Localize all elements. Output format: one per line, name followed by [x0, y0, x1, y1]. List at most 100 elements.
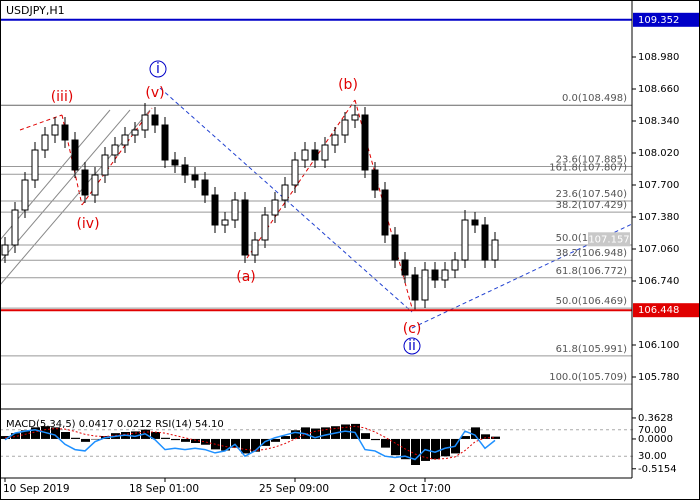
wave-label: i [156, 61, 160, 77]
wave-label: (iv) [76, 216, 99, 232]
candle-body [221, 219, 229, 226]
candle-body [371, 169, 379, 191]
macd-bar [461, 436, 470, 439]
y-tick-label: 105.780 [638, 372, 679, 383]
candle-body [441, 269, 449, 281]
macd-bar [51, 427, 60, 439]
candle-body [321, 144, 329, 161]
y-tick-label: 108.660 [638, 84, 679, 95]
candle-body [421, 269, 429, 301]
macd-bar [191, 438, 200, 443]
macd-bar [221, 438, 230, 451]
x-tick-label: 25 Sep 09:00 [259, 483, 329, 495]
signal-line [4, 425, 495, 460]
candle-body [211, 194, 219, 226]
candle-body [311, 149, 319, 161]
candle-body [131, 129, 139, 136]
indicator-tick-label: 0.3628 [638, 413, 673, 424]
candle-body [141, 114, 149, 131]
candle-body [461, 219, 469, 261]
macd-bar [91, 438, 100, 440]
fib-label: 23.6(107.885) [556, 155, 628, 166]
candle-body [11, 209, 19, 246]
candle-body [281, 184, 289, 201]
macd-bar [201, 438, 210, 445]
indicator-tick-label: -0.5154 [638, 464, 677, 475]
candle-body [61, 124, 69, 141]
macd-bar [411, 438, 420, 465]
macd-bar [471, 427, 480, 439]
y-tick-label: 107.060 [638, 244, 679, 255]
fib-label: 38.2(107.429) [556, 200, 628, 211]
candle-body [81, 169, 89, 196]
candle-body [261, 214, 269, 241]
candle-body [41, 134, 49, 151]
candle-body [1, 244, 9, 256]
macd-bar [71, 437, 80, 439]
macd-bar [131, 431, 140, 439]
macd-bar [11, 433, 20, 439]
wave-line [81, 107, 153, 206]
candle-body [351, 114, 359, 121]
candle-body [341, 119, 349, 136]
channel-line [0, 109, 131, 263]
macd-bar [171, 438, 180, 441]
rsi-line [4, 429, 496, 461]
rsi-tick-label: 70.00 [638, 425, 667, 436]
candle-body [401, 259, 409, 276]
candle-body [121, 134, 129, 146]
symbol-label: USDJPY,H1 [6, 4, 65, 17]
macd-bar [161, 437, 170, 439]
candle-body [91, 174, 99, 196]
candle-body [111, 144, 119, 156]
candle-body [251, 239, 259, 256]
candle-body [71, 139, 79, 171]
candle-body [181, 164, 189, 176]
wave-label: (iii) [51, 89, 74, 105]
candle-body [231, 199, 239, 221]
candle-body [381, 189, 389, 236]
x-tick-label: 10 Sep 2019 [3, 483, 70, 495]
candle-body [151, 114, 159, 126]
fib-label: 61.8(105.991) [556, 344, 628, 355]
wave-label: (v) [145, 85, 164, 101]
candle-body [291, 159, 299, 186]
price-label-box [633, 303, 699, 318]
wave-circle [149, 60, 167, 78]
indicator-tick-label: 0.0000 [638, 434, 673, 445]
macd-bar [241, 438, 250, 454]
current-price-box [588, 232, 630, 247]
macd-bar [381, 438, 390, 448]
macd-bar [491, 436, 500, 439]
indicator-title: MACD(5,34,5) 0.0417 0.0212 RSI(14) 54.10 [6, 419, 224, 430]
wave-label: (b) [338, 77, 358, 93]
y-tick-label: 107.380 [638, 212, 679, 223]
macd-bar [321, 427, 330, 439]
candle-body [361, 114, 369, 171]
candle-body [171, 159, 179, 166]
y-tick-label: 106.100 [638, 340, 679, 351]
macd-bar [311, 428, 320, 439]
y-tick-label: 106.740 [638, 276, 679, 287]
x-tick-label: 2 Oct 17:00 [389, 483, 451, 495]
y-tick-label: 107.700 [638, 180, 679, 191]
macd-bar [61, 432, 70, 439]
candle-body [241, 199, 249, 256]
macd-bar [431, 438, 440, 460]
wave-label: (c) [403, 321, 422, 337]
fib-label: 23.6(107.540) [556, 189, 628, 200]
wave-circle [403, 337, 421, 355]
x-tick-label: 18 Sep 01:00 [129, 483, 199, 495]
candle-body [301, 149, 309, 161]
candle-body [201, 179, 209, 196]
fib-label: 61.8(106.772) [556, 266, 628, 277]
fib-label: 0.0(108.498) [562, 93, 627, 104]
fib-label: 38.2(106.948) [556, 248, 628, 259]
candle-body [491, 239, 499, 261]
candle-body [471, 219, 479, 226]
wave-label: (a) [236, 269, 256, 285]
current-price-label: 107.157 [588, 234, 629, 245]
y-tick-label: 108.020 [638, 148, 679, 159]
